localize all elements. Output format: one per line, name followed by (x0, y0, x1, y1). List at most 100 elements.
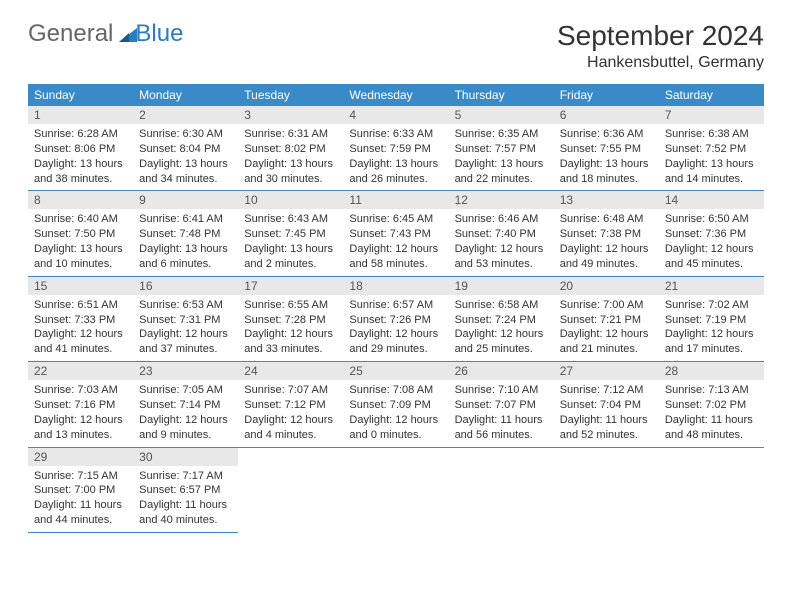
sunset-text: Sunset: 7:16 PM (34, 398, 127, 413)
weekday-header-row: Sunday Monday Tuesday Wednesday Thursday… (28, 84, 764, 106)
day-body: Sunrise: 6:28 AMSunset: 8:06 PMDaylight:… (28, 124, 133, 190)
day-number: 29 (28, 448, 133, 466)
day-number: 25 (343, 362, 448, 380)
day-number: 10 (238, 191, 343, 209)
calendar-row: 8Sunrise: 6:40 AMSunset: 7:50 PMDaylight… (28, 191, 764, 276)
logo-text-2: Blue (135, 20, 183, 48)
calendar-cell: 29Sunrise: 7:15 AMSunset: 7:00 PMDayligh… (28, 447, 133, 532)
day-number: 30 (133, 448, 238, 466)
weekday-header: Saturday (659, 84, 764, 106)
sunset-text: Sunset: 7:38 PM (560, 227, 653, 242)
day-body: Sunrise: 6:46 AMSunset: 7:40 PMDaylight:… (449, 209, 554, 275)
day-body: Sunrise: 6:55 AMSunset: 7:28 PMDaylight:… (238, 295, 343, 361)
sunset-text: Sunset: 7:12 PM (244, 398, 337, 413)
calendar-cell: 28Sunrise: 7:13 AMSunset: 7:02 PMDayligh… (659, 362, 764, 447)
weekday-header: Tuesday (238, 84, 343, 106)
daylight-text: Daylight: 13 hours and 30 minutes. (244, 157, 337, 187)
day-body: Sunrise: 7:13 AMSunset: 7:02 PMDaylight:… (659, 380, 764, 446)
calendar-cell (554, 447, 659, 532)
sunrise-text: Sunrise: 6:41 AM (139, 212, 232, 227)
daylight-text: Daylight: 12 hours and 9 minutes. (139, 413, 232, 443)
sunrise-text: Sunrise: 7:05 AM (139, 383, 232, 398)
daylight-text: Daylight: 13 hours and 38 minutes. (34, 157, 127, 187)
daylight-text: Daylight: 11 hours and 40 minutes. (139, 498, 232, 528)
daylight-text: Daylight: 12 hours and 58 minutes. (349, 242, 442, 272)
day-number: 21 (659, 277, 764, 295)
calendar-cell: 26Sunrise: 7:10 AMSunset: 7:07 PMDayligh… (449, 362, 554, 447)
calendar-cell: 24Sunrise: 7:07 AMSunset: 7:12 PMDayligh… (238, 362, 343, 447)
day-body: Sunrise: 7:07 AMSunset: 7:12 PMDaylight:… (238, 380, 343, 446)
calendar-cell: 18Sunrise: 6:57 AMSunset: 7:26 PMDayligh… (343, 276, 448, 361)
day-body: Sunrise: 6:31 AMSunset: 8:02 PMDaylight:… (238, 124, 343, 190)
day-number: 13 (554, 191, 659, 209)
day-body: Sunrise: 6:33 AMSunset: 7:59 PMDaylight:… (343, 124, 448, 190)
day-number: 23 (133, 362, 238, 380)
sunset-text: Sunset: 7:04 PM (560, 398, 653, 413)
sunset-text: Sunset: 7:28 PM (244, 313, 337, 328)
sunrise-text: Sunrise: 6:48 AM (560, 212, 653, 227)
day-body: Sunrise: 7:00 AMSunset: 7:21 PMDaylight:… (554, 295, 659, 361)
sunrise-text: Sunrise: 6:40 AM (34, 212, 127, 227)
daylight-text: Daylight: 12 hours and 21 minutes. (560, 327, 653, 357)
sunset-text: Sunset: 7:40 PM (455, 227, 548, 242)
day-number: 17 (238, 277, 343, 295)
daylight-text: Daylight: 11 hours and 44 minutes. (34, 498, 127, 528)
sunrise-text: Sunrise: 7:15 AM (34, 469, 127, 484)
sunset-text: Sunset: 7:02 PM (665, 398, 758, 413)
logo-text-1: General (28, 20, 113, 48)
sunset-text: Sunset: 7:59 PM (349, 142, 442, 157)
sunset-text: Sunset: 7:55 PM (560, 142, 653, 157)
daylight-text: Daylight: 12 hours and 49 minutes. (560, 242, 653, 272)
sunrise-text: Sunrise: 6:31 AM (244, 127, 337, 142)
sunrise-text: Sunrise: 6:38 AM (665, 127, 758, 142)
daylight-text: Daylight: 12 hours and 13 minutes. (34, 413, 127, 443)
calendar-row: 29Sunrise: 7:15 AMSunset: 7:00 PMDayligh… (28, 447, 764, 532)
sunset-text: Sunset: 6:57 PM (139, 483, 232, 498)
day-number: 9 (133, 191, 238, 209)
daylight-text: Daylight: 12 hours and 37 minutes. (139, 327, 232, 357)
day-body: Sunrise: 7:02 AMSunset: 7:19 PMDaylight:… (659, 295, 764, 361)
day-body: Sunrise: 6:45 AMSunset: 7:43 PMDaylight:… (343, 209, 448, 275)
title-block: September 2024 Hankensbuttel, Germany (557, 20, 764, 72)
day-body: Sunrise: 6:51 AMSunset: 7:33 PMDaylight:… (28, 295, 133, 361)
logo-sail-icon (117, 23, 139, 41)
calendar-cell: 4Sunrise: 6:33 AMSunset: 7:59 PMDaylight… (343, 106, 448, 191)
calendar-cell: 9 Sunrise: 6:41 AMSunset: 7:48 PMDaylight… (133, 191, 238, 276)
sunset-text: Sunset: 7:50 PM (34, 227, 127, 242)
sunrise-text: Sunrise: 6:30 AM (139, 127, 232, 142)
sunset-text: Sunset: 7:31 PM (139, 313, 232, 328)
sunset-text: Sunset: 7:21 PM (560, 313, 653, 328)
weekday-header: Friday (554, 84, 659, 106)
calendar-cell: 25Sunrise: 7:08 AMSunset: 7:09 PMDayligh… (343, 362, 448, 447)
day-number: 27 (554, 362, 659, 380)
calendar-row: 1Sunrise: 6:28 AMSunset: 8:06 PMDaylight… (28, 106, 764, 191)
calendar-cell: 19Sunrise: 6:58 AMSunset: 7:24 PMDayligh… (449, 276, 554, 361)
sunrise-text: Sunrise: 6:57 AM (349, 298, 442, 313)
sunrise-text: Sunrise: 7:17 AM (139, 469, 232, 484)
day-number: 24 (238, 362, 343, 380)
day-body: Sunrise: 6:35 AMSunset: 7:57 PMDaylight:… (449, 124, 554, 190)
day-body: Sunrise: 7:17 AMSunset: 6:57 PMDaylight:… (133, 466, 238, 532)
sunset-text: Sunset: 7:52 PM (665, 142, 758, 157)
header: General Blue September 2024 Hankensbutte… (28, 20, 764, 72)
calendar-cell: 23Sunrise: 7:05 AMSunset: 7:14 PMDayligh… (133, 362, 238, 447)
day-body: Sunrise: 7:03 AMSunset: 7:16 PMDaylight:… (28, 380, 133, 446)
calendar-cell: 20Sunrise: 7:00 AMSunset: 7:21 PMDayligh… (554, 276, 659, 361)
daylight-text: Daylight: 13 hours and 6 minutes. (139, 242, 232, 272)
day-number: 3 (238, 106, 343, 124)
daylight-text: Daylight: 12 hours and 53 minutes. (455, 242, 548, 272)
sunset-text: Sunset: 7:57 PM (455, 142, 548, 157)
daylight-text: Daylight: 12 hours and 29 minutes. (349, 327, 442, 357)
calendar-cell: 8Sunrise: 6:40 AMSunset: 7:50 PMDaylight… (28, 191, 133, 276)
sunset-text: Sunset: 7:24 PM (455, 313, 548, 328)
sunset-text: Sunset: 7:33 PM (34, 313, 127, 328)
calendar-cell: 15Sunrise: 6:51 AMSunset: 7:33 PMDayligh… (28, 276, 133, 361)
calendar-cell: 1Sunrise: 6:28 AMSunset: 8:06 PMDaylight… (28, 106, 133, 191)
day-number: 19 (449, 277, 554, 295)
daylight-text: Daylight: 13 hours and 14 minutes. (665, 157, 758, 187)
day-body: Sunrise: 6:40 AMSunset: 7:50 PMDaylight:… (28, 209, 133, 275)
daylight-text: Daylight: 11 hours and 56 minutes. (455, 413, 548, 443)
day-number: 11 (343, 191, 448, 209)
sunset-text: Sunset: 7:48 PM (139, 227, 232, 242)
sunrise-text: Sunrise: 6:43 AM (244, 212, 337, 227)
